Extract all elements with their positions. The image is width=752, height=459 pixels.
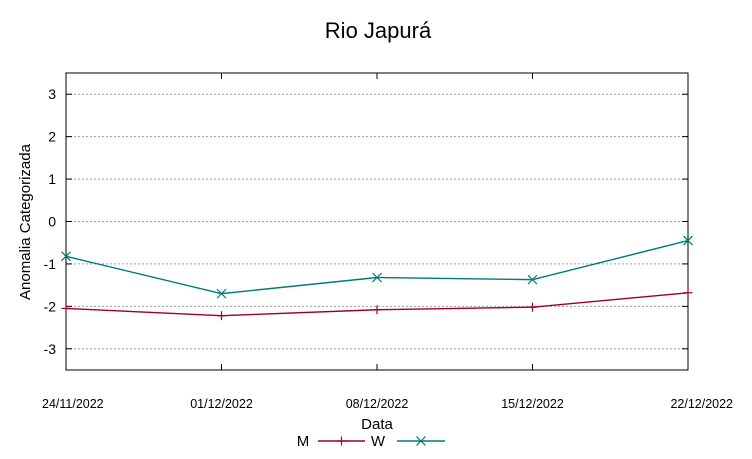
x-tick-label: 22/12/2022 [670, 397, 733, 411]
series-w-point [527, 274, 538, 285]
chart-title: Rio Japurá [325, 18, 432, 43]
legend-swatch-marker [416, 436, 426, 446]
y-tick-label: -2 [44, 298, 57, 314]
marker-stroke [216, 288, 227, 299]
y-tick-label: -1 [44, 256, 57, 272]
x-axis-label: Data [361, 416, 393, 433]
series-w-point [372, 272, 382, 283]
marker-stroke [416, 436, 426, 446]
series-m [61, 288, 693, 321]
y-axis-label: Anomalia Categorizada [17, 143, 34, 300]
y-tick-label: 3 [48, 86, 56, 102]
series-m-point [372, 305, 382, 315]
series-w-point [216, 288, 227, 299]
x-tick-label: 15/12/2022 [501, 397, 564, 411]
legend-swatch-marker [337, 436, 346, 446]
y-tick-label: 0 [48, 214, 56, 230]
marker-stroke [683, 235, 693, 246]
axes: -3 -2 -1 0 1 2 3 24/11/2022 01/12/2022 08/12/2022… [42, 72, 733, 411]
series-w [61, 235, 693, 299]
marker-stroke [372, 272, 382, 283]
series-m-point [61, 303, 71, 313]
y-tick-label: 2 [48, 129, 56, 145]
legend-label: M [297, 433, 310, 450]
series-w-point [61, 251, 71, 262]
series-m-point [683, 288, 693, 298]
legend-label: W [371, 433, 386, 450]
y-tick-label: 1 [48, 171, 56, 187]
series-layer [61, 235, 693, 321]
x-tick-label: 08/12/2022 [346, 397, 409, 411]
series-w-line [65, 239, 689, 295]
marker-stroke [61, 251, 71, 262]
series-m-point [217, 311, 226, 321]
x-tick-label: 24/11/2022 [42, 397, 104, 411]
legend-item-m: M [297, 433, 365, 450]
series-w-point [683, 235, 693, 246]
series-m-point [528, 302, 537, 312]
x-tick-label: 01/12/2022 [190, 397, 253, 411]
marker-stroke [527, 274, 538, 285]
legend-item-w: W [371, 433, 445, 450]
y-tick-label: -3 [44, 341, 57, 357]
